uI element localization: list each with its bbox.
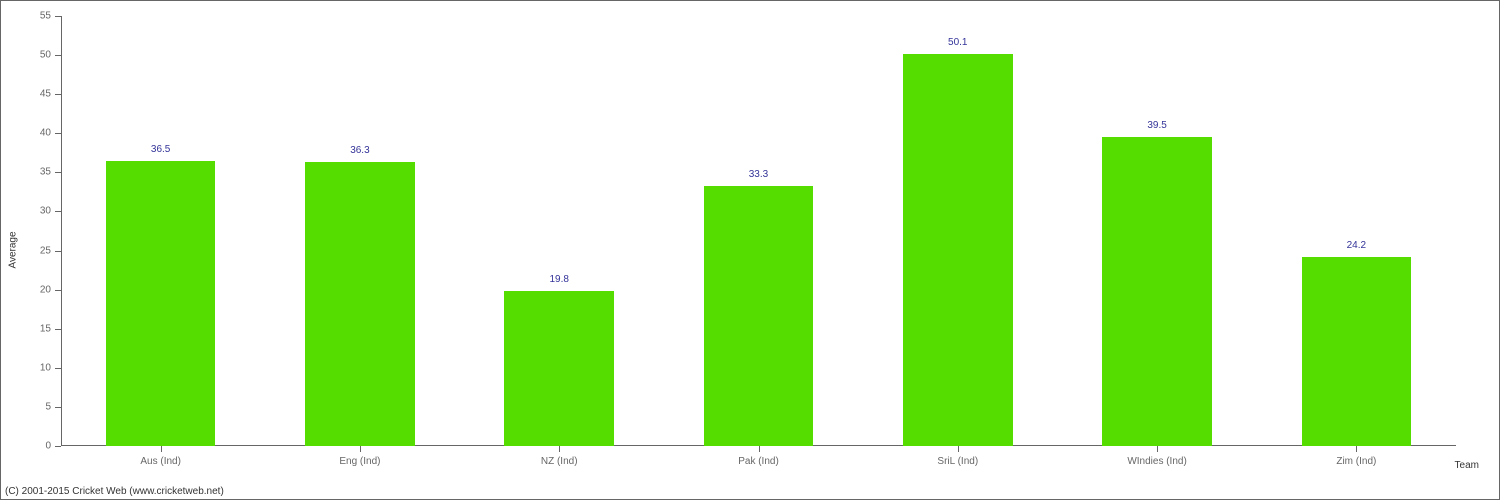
y-tick-label: 10 [40,362,51,373]
y-tick-label: 5 [45,401,51,412]
y-tick-label: 0 [45,441,51,452]
y-tick [55,290,61,291]
x-tick-label: SriL (Ind) [937,456,978,467]
bar: 36.5 [106,161,216,446]
x-tick [161,446,162,452]
y-tick [55,211,61,212]
y-tick [55,251,61,252]
y-tick [55,172,61,173]
y-axis-title: Average [8,231,19,268]
x-tick-label: WIndies (Ind) [1127,456,1186,467]
copyright-text: (C) 2001-2015 Cricket Web (www.cricketwe… [5,486,224,497]
y-tick-label: 45 [40,89,51,100]
x-tick [360,446,361,452]
x-tick [1157,446,1158,452]
bar: 50.1 [903,54,1013,446]
plot-area: 0510152025303540455055Aus (Ind)36.5Eng (… [61,16,1456,446]
y-tick [55,446,61,447]
bar: 33.3 [704,186,814,446]
y-tick [55,16,61,17]
y-axis-line [61,16,62,446]
bar: 24.2 [1302,257,1412,446]
bar-value-label: 36.5 [151,144,170,155]
x-tick-label: Aus (Ind) [140,456,181,467]
y-tick-label: 20 [40,284,51,295]
y-tick-label: 55 [40,11,51,22]
bar-value-label: 36.3 [350,145,369,156]
y-tick-label: 25 [40,245,51,256]
y-tick-label: 40 [40,128,51,139]
y-tick-label: 35 [40,167,51,178]
x-tick-label: Zim (Ind) [1336,456,1376,467]
x-tick-label: Eng (Ind) [339,456,380,467]
y-tick [55,133,61,134]
x-tick [759,446,760,452]
bar: 36.3 [305,162,415,446]
chart-container: Average 0510152025303540455055Aus (Ind)3… [0,0,1500,500]
y-tick-label: 30 [40,206,51,217]
y-tick [55,329,61,330]
bar: 39.5 [1102,137,1212,446]
y-tick [55,94,61,95]
y-tick [55,55,61,56]
y-tick-label: 50 [40,50,51,61]
y-tick-label: 15 [40,323,51,334]
bar: 19.8 [504,291,614,446]
x-tick [559,446,560,452]
bar-value-label: 39.5 [1147,120,1166,131]
x-tick [1356,446,1357,452]
bar-value-label: 33.3 [749,169,768,180]
x-tick-label: Pak (Ind) [738,456,779,467]
x-tick-label: NZ (Ind) [541,456,578,467]
y-tick [55,368,61,369]
bar-value-label: 19.8 [549,274,568,285]
x-axis-title: Team [1455,460,1479,471]
y-tick [55,407,61,408]
x-tick [958,446,959,452]
bar-value-label: 50.1 [948,37,967,48]
bar-value-label: 24.2 [1347,240,1366,251]
